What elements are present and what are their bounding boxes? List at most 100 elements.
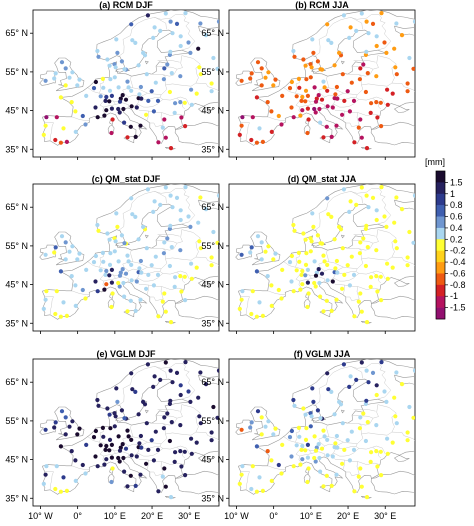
station-point (325, 262, 330, 267)
station-point (333, 92, 338, 97)
station-point (379, 298, 384, 303)
station-point (299, 447, 304, 452)
station-point (407, 229, 412, 235)
station-point (163, 484, 168, 489)
station-point (321, 253, 326, 258)
station-point (303, 99, 308, 104)
station-point (80, 113, 85, 119)
station-point (93, 279, 98, 284)
station-point (121, 280, 126, 286)
station-point (58, 489, 64, 494)
station-point (374, 392, 379, 398)
station-point (178, 217, 183, 223)
colorbar-label: 0.2 (450, 234, 463, 244)
country-border (118, 14, 186, 57)
station-point (165, 411, 170, 416)
colorbar-segment (436, 250, 445, 263)
colorbar: [mm] 1.5 10.8 0.60.40.2 -0.2-0.4-0.6 -0.8-1 -1… (425, 157, 466, 320)
station-point (248, 250, 253, 255)
station-point (167, 226, 172, 231)
station-point (239, 123, 244, 128)
station-point (162, 66, 167, 71)
station-point (237, 306, 242, 311)
panel-frame (228, 9, 416, 158)
station-point (315, 59, 320, 64)
station-point (108, 251, 113, 256)
panel-frame (32, 9, 220, 158)
station-point (179, 115, 184, 120)
station-point (300, 457, 305, 462)
station-point (145, 13, 150, 18)
station-point (67, 75, 72, 80)
colorbar-label: -1.5 (450, 303, 466, 313)
station-point (298, 462, 303, 467)
station-point (120, 442, 125, 447)
country-border (157, 409, 180, 412)
coastline (341, 60, 345, 65)
station-point (162, 415, 167, 420)
station-point (109, 304, 114, 310)
station-point (349, 429, 354, 434)
station-point (255, 409, 261, 414)
station-point (276, 462, 281, 468)
coastline (145, 234, 149, 239)
station-point (98, 268, 103, 273)
station-point (133, 40, 138, 46)
panel-title: (a) RCM DJF (99, 0, 153, 10)
station-point (297, 259, 302, 264)
country-border (377, 366, 392, 400)
station-point (345, 89, 350, 94)
station-point (318, 469, 323, 474)
station-point (248, 76, 253, 81)
station-point (144, 112, 149, 117)
station-point (109, 442, 114, 447)
country-border (181, 229, 201, 258)
station-point (312, 259, 317, 264)
country-border (181, 55, 201, 84)
station-point (144, 72, 149, 77)
station-point (354, 28, 359, 33)
station-point (325, 371, 330, 376)
station-point (170, 31, 175, 36)
station-point (109, 455, 114, 460)
colorbar-label: 0.8 (450, 200, 463, 210)
station-point (108, 426, 113, 431)
panel-title: (e) VGLM DJF (96, 349, 156, 359)
lat-tick-label: 55° N (201, 241, 224, 251)
station-point (364, 146, 370, 151)
station-point (163, 360, 168, 365)
station-point (358, 291, 363, 296)
station-point (101, 434, 106, 439)
country-border (282, 252, 301, 268)
coastline (198, 374, 219, 385)
station-point (172, 284, 177, 289)
station-point (399, 207, 405, 212)
station-point (265, 100, 270, 105)
station-point (129, 262, 134, 267)
station-point (117, 448, 123, 453)
station-point (101, 259, 106, 264)
station-point (311, 399, 316, 404)
station-point (168, 398, 173, 403)
station-point (163, 135, 168, 140)
station-point (211, 404, 216, 410)
station-point (133, 483, 138, 488)
station-point (334, 258, 339, 264)
station-point (358, 66, 363, 71)
station-point (337, 224, 342, 229)
map-panel-2: (b) RCM JJA 35° N 45° N 55° N 65° N (201, 0, 416, 160)
station-point (122, 469, 127, 474)
station-point (299, 272, 304, 277)
station-point (313, 110, 318, 115)
country-border (376, 404, 379, 413)
country-border (44, 122, 54, 141)
station-point (287, 435, 293, 440)
country-border (337, 97, 359, 100)
station-point (313, 273, 319, 278)
station-point (178, 392, 183, 398)
country-border (44, 471, 54, 490)
country-border (361, 431, 393, 436)
station-point (151, 458, 156, 463)
station-point (305, 93, 310, 98)
station-point (399, 382, 405, 387)
